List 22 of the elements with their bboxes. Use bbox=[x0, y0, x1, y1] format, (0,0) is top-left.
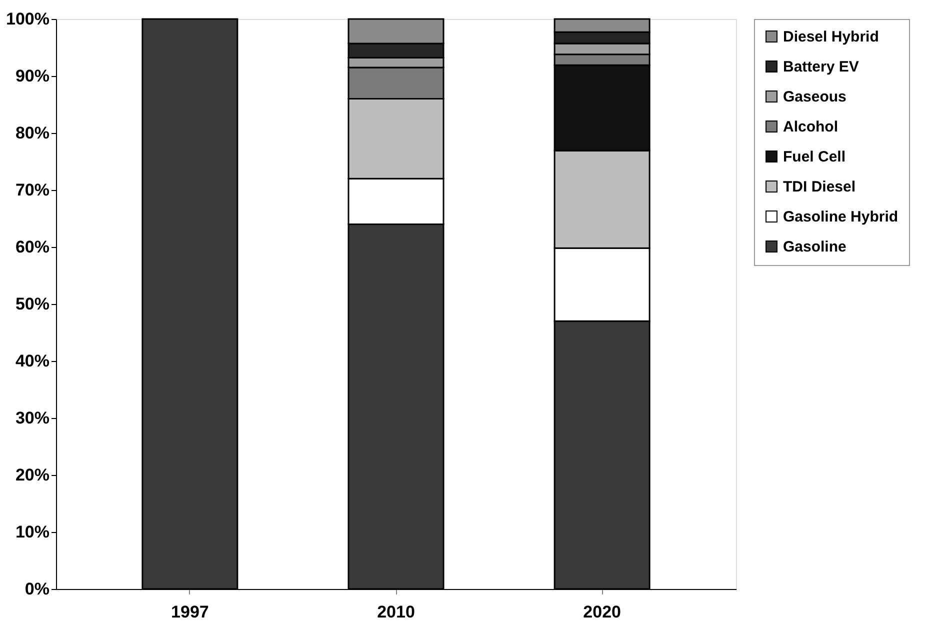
y-tick-label: 90% bbox=[15, 66, 50, 86]
legend-label: TDI Diesel bbox=[783, 178, 856, 196]
y-tick-label: 0% bbox=[24, 580, 50, 598]
legend-label: Alcohol bbox=[783, 118, 838, 136]
legend-label: Fuel Cell bbox=[783, 148, 846, 166]
y-tick-label: 70% bbox=[15, 180, 50, 200]
y-tick-label: 50% bbox=[15, 294, 50, 314]
y-tick-label: 60% bbox=[15, 238, 50, 256]
legend-label: Battery EV bbox=[783, 58, 859, 76]
x-tick-label: 1997 bbox=[171, 602, 209, 622]
y-tick-label: 40% bbox=[15, 352, 50, 370]
legend-label: Gaseous bbox=[783, 88, 846, 106]
legend-label: Gasoline bbox=[783, 238, 846, 256]
y-tick-label: 80% bbox=[15, 124, 50, 142]
legend-label: Gasoline Hybrid bbox=[783, 208, 898, 226]
legend-label: Diesel Hybrid bbox=[783, 28, 879, 46]
x-tick-label: 2010 bbox=[377, 602, 415, 622]
y-tick-label: 100% bbox=[6, 10, 50, 28]
y-tick-label: 10% bbox=[15, 522, 50, 542]
y-tick-label: 20% bbox=[15, 466, 50, 484]
x-tick-label: 2020 bbox=[583, 602, 621, 622]
y-tick-label: 30% bbox=[15, 408, 50, 428]
